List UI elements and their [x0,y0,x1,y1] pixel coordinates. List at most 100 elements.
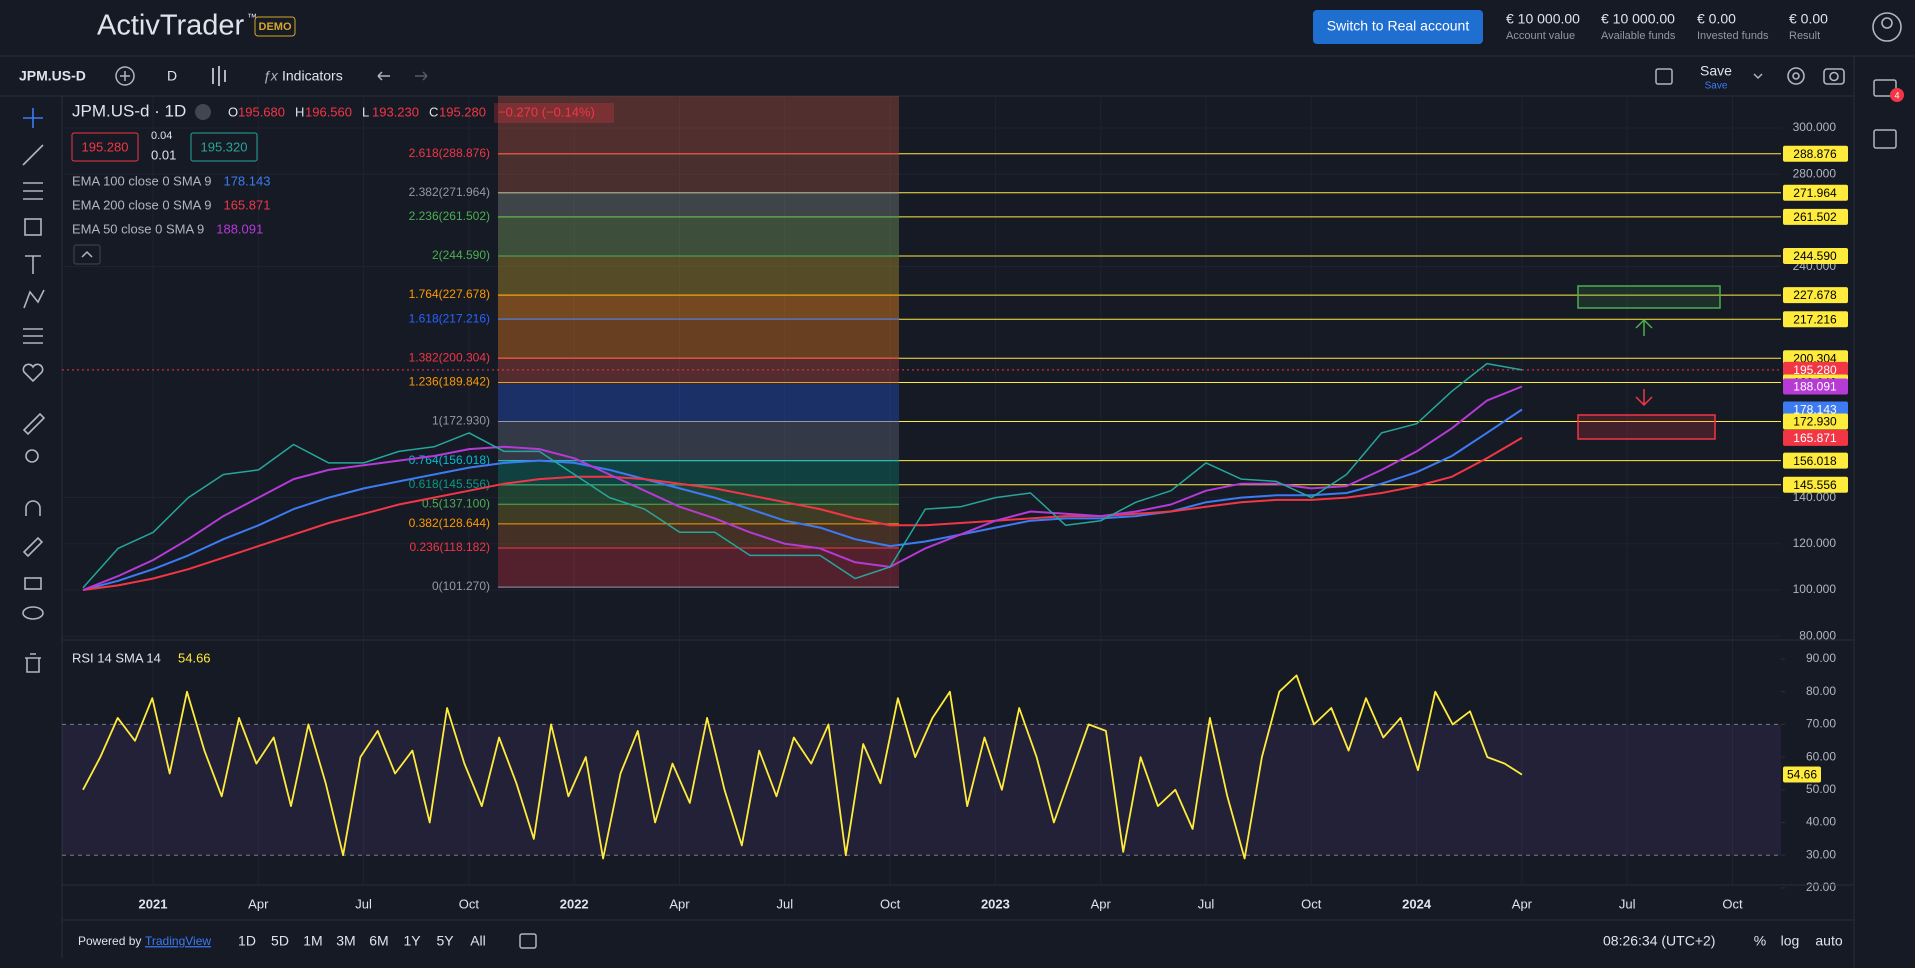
fib-level-label: 1(172.930) [432,414,490,428]
rsi-tick-label: 50.00 [1806,782,1836,796]
buy-box[interactable] [190,132,258,162]
fib-zone [498,153,899,193]
settings[interactable] [1787,67,1805,85]
collapse-legend[interactable] [73,244,101,265]
y-tick-label: 80.000 [1799,628,1836,642]
range-button[interactable]: 5D [271,933,289,949]
magnet-tool[interactable] [25,500,41,516]
shape-tool[interactable] [24,218,42,236]
y-tick-label: 300.000 [1793,120,1837,134]
pattern-tool[interactable] [23,289,45,309]
add-symbol-icon [120,71,130,81]
crosshair-tool[interactable] [23,108,43,128]
range-button[interactable]: 1M [303,933,322,949]
rsi-tick-label: 80.00 [1806,684,1836,698]
demo-badge-text: DEMO [259,21,292,33]
redo[interactable] [415,71,428,81]
rsi-tick-label: 60.00 [1806,749,1836,763]
real-account-button[interactable] [1313,10,1483,44]
real-account-button-label[interactable]: Switch to Real account [1327,18,1470,34]
price-tag [1783,452,1848,469]
rsi-tag [1783,766,1821,783]
price-tag-label: 261.502 [1793,210,1837,224]
rsi-line [82,674,1523,860]
fib-zone [498,382,899,422]
fib-level-label: 0.5(137.100) [422,496,490,510]
range-button[interactable]: 5Y [436,933,454,949]
save-menu[interactable] [1753,73,1763,80]
fib-zone [498,192,899,217]
news-button[interactable] [1873,129,1897,149]
indicators-icon: ƒx [263,68,279,84]
undo[interactable] [377,71,390,81]
avatar[interactable] [1872,12,1902,42]
screenshot[interactable] [1823,68,1845,85]
symbol[interactable]: JPM.US-D [19,68,86,84]
sell-box[interactable] [71,132,139,162]
icon-tool[interactable] [22,363,44,383]
buy-price: 195.320 [201,139,248,154]
log-toggle[interactable]: log [1781,933,1800,949]
x-tick-label: Oct [459,896,480,911]
account-stats: € 10 000.00 Account value € 10 000.00 Avail… [1506,11,1828,42]
fib-level-label: 1.236(189.842) [409,375,490,389]
fib-zone [498,295,899,320]
x-tick-label: Jul [1198,896,1215,911]
notification-badge [1890,88,1904,102]
fib-tool[interactable] [23,182,43,200]
save-status: Save [1705,81,1728,92]
fib-zone [498,460,899,485]
stat-label: Account value [1506,30,1575,42]
interval[interactable]: D [167,68,177,84]
fib-level-label: 2(244.590) [432,248,490,262]
save-button[interactable]: Save [1700,63,1732,79]
zoom-tool[interactable] [25,449,39,463]
rsi-band [62,724,1781,856]
y-tick-label: 120.000 [1793,536,1837,550]
fib-zone [498,547,899,588]
lock-tool[interactable] [24,577,42,590]
range-button[interactable]: All [470,933,486,949]
range-button[interactable]: 3M [336,933,355,949]
chart: 0(101.270) 0.236(118.182) 0.382(128.644) 0.… [62,96,1854,911]
settings-icon [1792,72,1800,80]
indicators-button[interactable]: Indicators [282,68,343,84]
price-tag-label: 156.018 [1793,454,1837,468]
x-tick-label: 2024 [1402,896,1432,911]
ohlc-key: C [429,104,438,119]
percent-toggle[interactable]: % [1754,933,1766,949]
legend-toggle[interactable] [195,104,211,120]
auto-toggle[interactable]: auto [1815,933,1842,949]
drawing-mode-tool[interactable] [22,536,44,558]
rsi-value: 54.66 [178,650,211,665]
legend-title: JPM.US-d · 1D [72,101,186,120]
fib-zone [498,96,899,154]
mail-button[interactable] [1873,79,1897,97]
visibility-tool[interactable] [22,606,44,620]
rsi-tick-label: 90.00 [1806,651,1836,665]
trend-line-tool[interactable] [22,144,44,166]
text-tool[interactable] [25,255,41,274]
ohlc-key: L [362,104,369,119]
clock: 08:26:34 (UTC+2) [1603,933,1715,949]
range-button[interactable]: 6M [369,933,388,949]
ruler-tool[interactable] [22,412,46,436]
rsi-label: RSI 14 SMA 14 [72,650,161,665]
avatar-head [1881,17,1893,29]
price-tag [1783,311,1848,328]
delete-tool[interactable] [25,653,41,673]
fib-zone [498,216,899,256]
ema-label: EMA 50 close 0 SMA 9 [72,221,204,236]
up-arrow [1635,318,1653,336]
date-range-button[interactable] [519,933,537,949]
range-button[interactable]: 1Y [403,933,421,949]
prediction-tool[interactable] [23,328,43,344]
y-tick-label: 140.000 [1793,490,1837,504]
tradingview-link[interactable]: TradingView [145,934,211,948]
layout-button[interactable] [1655,68,1673,85]
logo[interactable]: ActivTrader [97,10,245,42]
rsi-tick-label: 40.00 [1806,815,1836,829]
chart-type[interactable] [212,66,226,86]
range-button[interactable]: 1D [238,933,256,949]
add-symbol[interactable] [115,66,135,86]
